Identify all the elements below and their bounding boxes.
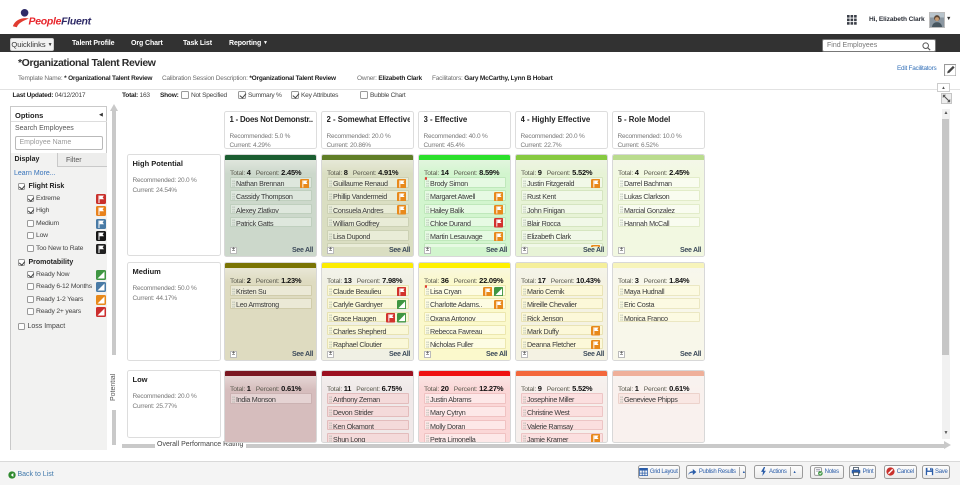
svg-text:PeopleFluent: PeopleFluent [29, 16, 92, 28]
